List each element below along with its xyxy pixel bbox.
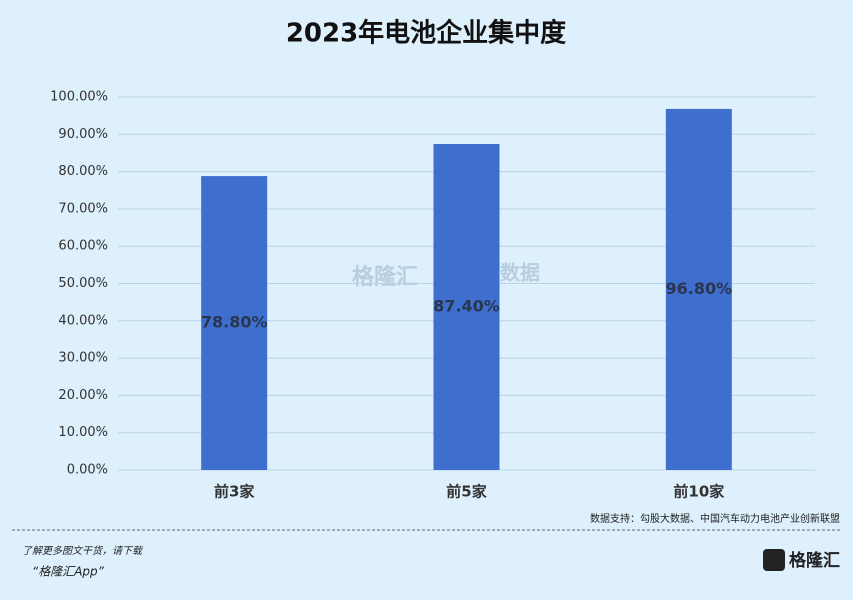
data-label: 78.80%: [201, 313, 268, 332]
y-tick-label: 30.00%: [58, 351, 108, 366]
y-tick-label: 20.00%: [58, 388, 108, 403]
x-tick-label: 前10家: [673, 483, 724, 501]
y-tick-label: 40.00%: [58, 313, 108, 328]
y-tick-label: 50.00%: [58, 276, 108, 291]
footer-text: 了解更多图文干货，请下载: [22, 545, 144, 557]
logo: 格隆汇: [789, 550, 840, 571]
y-tick-label: 0.00%: [67, 463, 108, 478]
y-tick-label: 60.00%: [58, 239, 108, 254]
watermark: 格隆汇: [352, 264, 418, 290]
source: 数据支持：勾股大数据、中国汽车动力电池产业创新联盟: [590, 512, 840, 525]
y-tick-label: 80.00%: [58, 164, 108, 179]
y-tick-label: 100.00%: [50, 90, 108, 105]
bar: [201, 176, 268, 471]
data-label: 87.40%: [433, 296, 500, 315]
y-tick-label: 90.00%: [58, 127, 108, 142]
x-tick-label: 前5家: [446, 483, 486, 501]
x-tick-label: 前3家: [214, 483, 254, 501]
y-tick-label: 10.00%: [58, 425, 108, 440]
bar: [665, 108, 732, 470]
footer-app: “格隆汇App”: [32, 565, 105, 579]
data-label: 96.80%: [666, 279, 733, 298]
chart-title: 2023年电池企业集中度: [286, 18, 566, 49]
logo-icon: [763, 549, 785, 571]
bar: [433, 143, 500, 471]
y-tick-label: 70.00%: [58, 201, 108, 216]
